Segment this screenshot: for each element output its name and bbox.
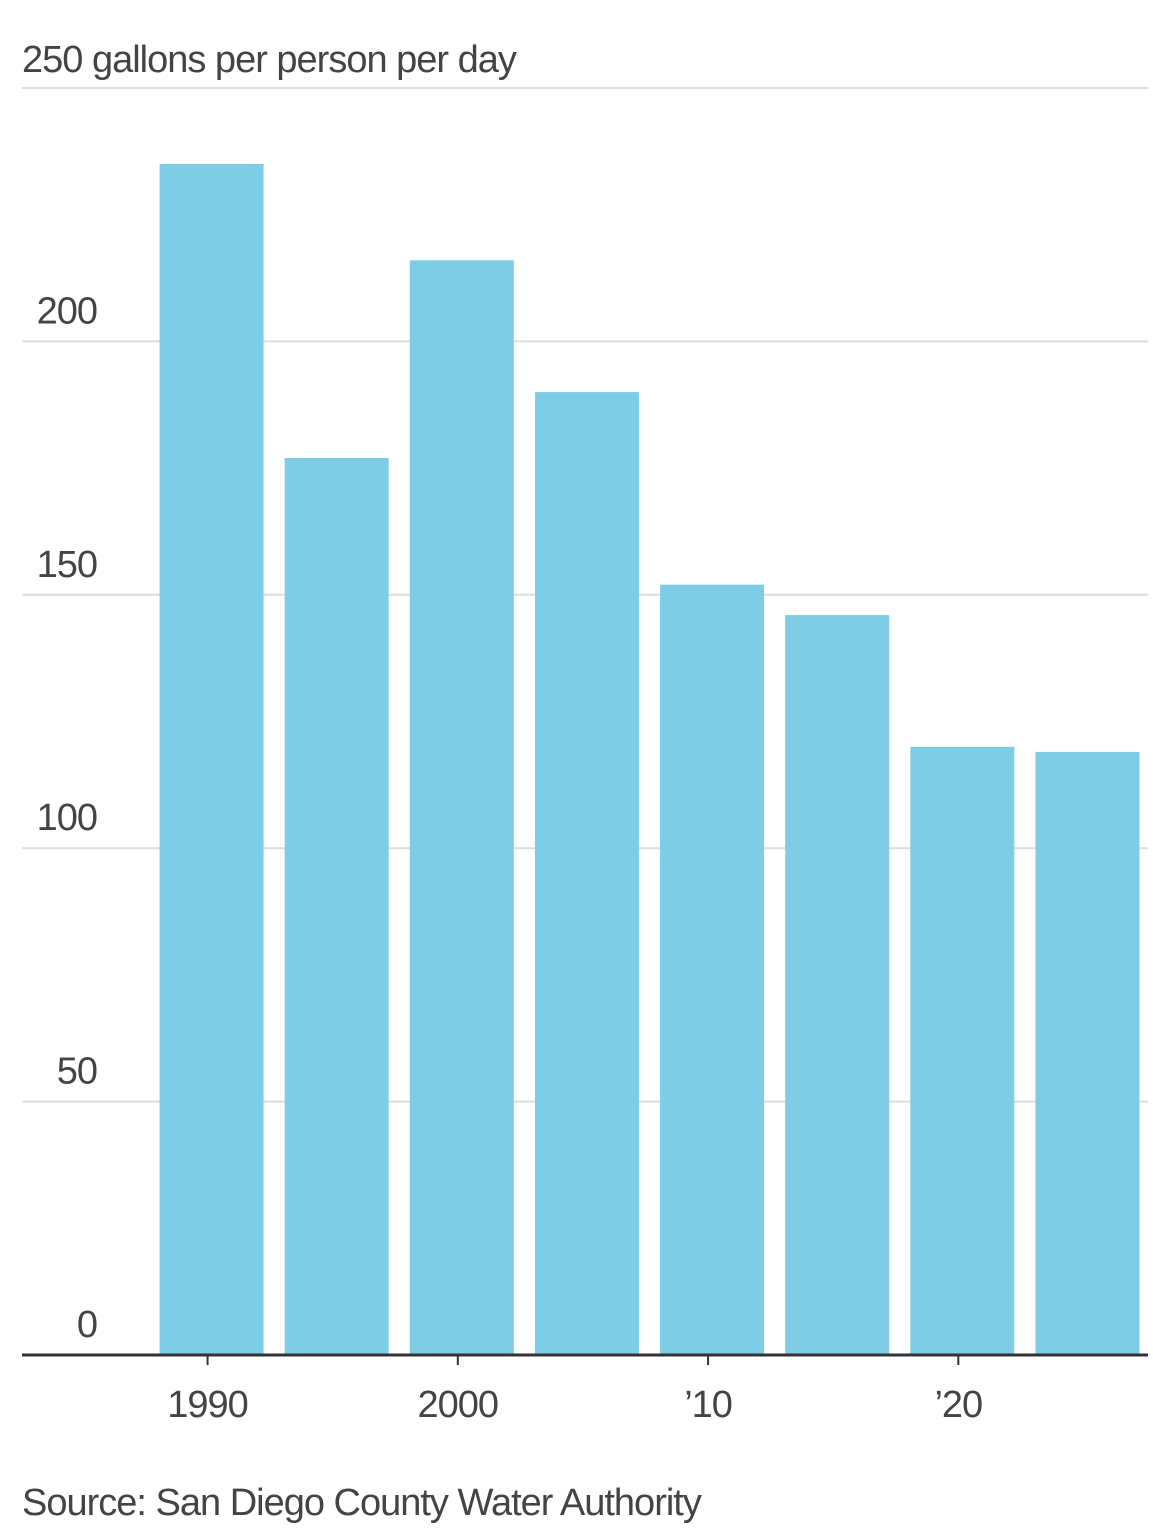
y-tick-label: 50	[57, 1051, 97, 1093]
y-tick-label: 100	[37, 797, 97, 839]
bar	[409, 260, 514, 1355]
bar	[534, 392, 639, 1356]
x-tick-label: 1990	[167, 1384, 248, 1426]
y-tick-label: 200	[37, 290, 97, 332]
bar	[910, 746, 1015, 1355]
y-tick-label: 150	[37, 544, 97, 586]
bar	[660, 584, 765, 1355]
x-tick-label: 2000	[418, 1384, 499, 1426]
source-note: Source: San Diego County Water Authority	[22, 1482, 702, 1524]
x-tick-label: ’10	[684, 1384, 732, 1426]
y-tick-label: 250 gallons per person per day	[22, 39, 517, 81]
bar	[284, 457, 389, 1355]
bar	[1035, 751, 1140, 1355]
bar	[159, 164, 264, 1355]
y-tick-label: 0	[77, 1304, 97, 1346]
bar	[785, 615, 890, 1355]
x-tick-label: ’20	[934, 1384, 982, 1426]
